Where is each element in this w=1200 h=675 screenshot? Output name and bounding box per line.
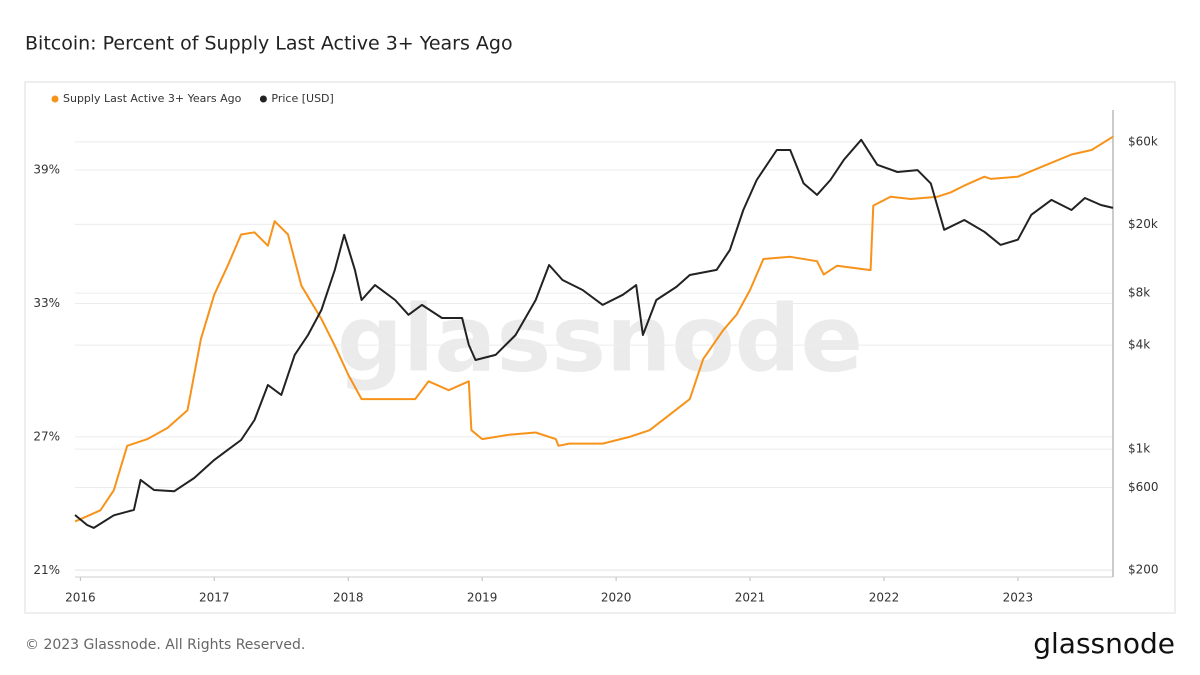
y2-tick-label: $60k [1128,134,1158,148]
watermark: glassnode [337,285,863,392]
x-tick-label: 2023 [1003,591,1034,605]
chart-title: Bitcoin: Percent of Supply Last Active 3… [25,33,513,55]
y2-tick-label: $20k [1128,217,1158,231]
copyright: © 2023 Glassnode. All Rights Reserved. [25,637,305,653]
y2-tick-label: $1k [1128,442,1150,456]
legend-label: Supply Last Active 3+ Years Ago [63,92,242,105]
x-tick-label: 2017 [199,591,230,605]
x-tick-label: 2016 [65,591,96,605]
y2-tick-label: $200 [1128,562,1159,576]
series-line [74,138,1114,529]
y2-tick-label: $4k [1128,338,1150,352]
chart-frame [24,81,1176,614]
y2-tick-label: $8k [1128,286,1150,300]
y-tick-label: 33% [33,296,60,310]
x-tick-label: 2020 [601,591,632,605]
legend-marker [51,95,59,103]
x-tick-label: 2021 [735,591,766,605]
legend-label: Price [USD] [271,92,333,105]
x-tick-label: 2022 [869,591,900,605]
y-tick-label: 27% [33,429,60,443]
y2-tick-label: $600 [1128,480,1159,494]
legend-marker [259,95,267,103]
x-tick-label: 2019 [467,591,498,605]
y-tick-label: 39% [33,163,60,177]
y-tick-label: 21% [33,563,60,577]
logo: glassnode [1033,627,1175,660]
x-tick-label: 2018 [333,591,364,605]
series-line [74,135,1114,523]
